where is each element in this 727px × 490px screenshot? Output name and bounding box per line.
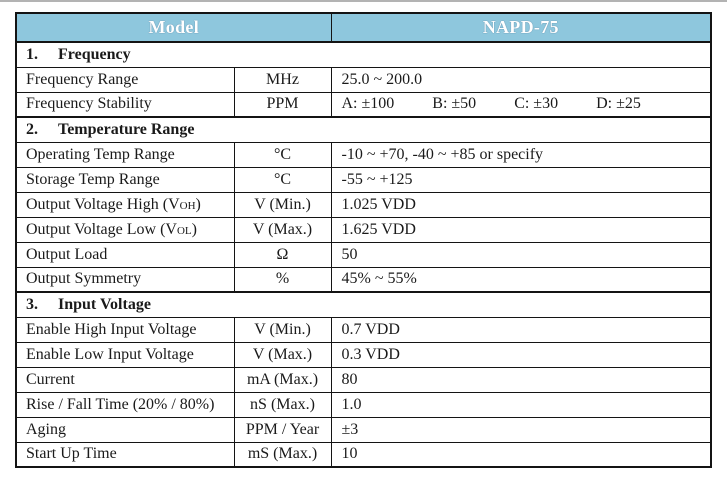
unit-cell: nS (Max.) [233,391,332,418]
unit-cell: °C [233,141,332,168]
param-subscript: OH [179,199,196,212]
value-cell: 45% ~ 55% [330,266,712,293]
param-text: Output Voltage High (V [26,195,180,213]
table-row: Output Voltage High (VOH) V (Min.) 1.025… [15,191,712,218]
section-row-temperature-range: 2. Temperature Range [15,116,712,143]
table-row: Output Voltage Low (VOL) V (Max.) 1.625 … [15,216,712,243]
param-cell: Output Voltage High (VOH) [15,191,235,218]
unit-cell: PPM / Year [233,416,332,443]
grade-option: A: ±100 [341,95,395,113]
section-number: 1. [26,45,38,63]
value-cell: 1.625 VDD [330,216,712,243]
section-title: Temperature Range [58,120,195,138]
param-text: ) [191,220,197,238]
value-cell: 0.3 VDD [330,341,712,368]
model-value-header-cell: NAPD-75 [330,12,712,43]
table-row: Aging PPM / Year ±3 [15,416,712,443]
param-text: ) [195,195,201,213]
unit-cell: mA (Max.) [233,366,332,393]
param-cell: Rise / Fall Time (20% / 80%) [15,391,235,418]
param-cell: Frequency Stability [15,91,235,118]
model-header-cell: Model [15,12,332,43]
section-title-cell: 1. Frequency [15,41,712,68]
unit-cell: V (Max.) [233,341,332,368]
param-subscript: OL [176,224,192,237]
section-title-cell: 2. Temperature Range [15,116,712,143]
param-cell: Output Load [15,241,235,268]
section-title-cell: 3. Input Voltage [15,291,712,318]
table-row: Enable Low Input Voltage V (Max.) 0.3 VD… [15,341,712,368]
value-cell: 1.025 VDD [330,191,712,218]
param-cell: Storage Temp Range [15,166,235,193]
param-cell: Current [15,366,235,393]
table-row: Frequency Range MHz 25.0 ~ 200.0 [15,66,712,93]
table-row: Rise / Fall Time (20% / 80%) nS (Max.) 1… [15,391,712,418]
table-row: Current mA (Max.) 80 [15,366,712,393]
value-cell: -10 ~ +70, -40 ~ +85 or specify [330,141,712,168]
grade-option: C: ±30 [514,95,559,113]
unit-cell: Ω [233,241,332,268]
param-cell: Frequency Range [15,66,235,93]
table-row: Output Load Ω 50 [15,241,712,268]
value-cell: 50 [330,241,712,268]
unit-cell: V (Min.) [233,316,332,343]
param-cell: Operating Temp Range [15,141,235,168]
section-number: 2. [26,120,38,138]
unit-cell: PPM [233,91,332,118]
table-row: Frequency Stability PPM A: ±100 B: ±50 C: … [15,91,712,118]
param-cell: Output Symmetry [15,266,235,293]
unit-cell: V (Min.) [233,191,332,218]
section-row-input-voltage: 3. Input Voltage [15,291,712,318]
value-cell: 0.7 VDD [330,316,712,343]
table-row: Operating Temp Range °C -10 ~ +70, -40 ~… [15,141,712,168]
value-cell: 10 [330,441,712,468]
param-text: Output Voltage Low (V [26,220,177,238]
value-cell: 25.0 ~ 200.0 [330,66,712,93]
table-header-row: Model NAPD-75 [15,12,712,43]
param-cell: Enable High Input Voltage [15,316,235,343]
value-cell: 80 [330,366,712,393]
table-row: Enable High Input Voltage V (Min.) 0.7 V… [15,316,712,343]
grade-option: D: ±25 [596,95,641,113]
param-cell: Enable Low Input Voltage [15,341,235,368]
unit-cell: % [233,266,332,293]
section-row-frequency: 1. Frequency [15,41,712,68]
value-cell: A: ±100 B: ±50 C: ±30 D: ±25 [330,91,712,118]
value-cell: 1.0 [330,391,712,418]
section-title: Frequency [58,45,131,63]
unit-cell: °C [233,166,332,193]
value-cell: -55 ~ +125 [330,166,712,193]
table-row: Output Symmetry % 45% ~ 55% [15,266,712,293]
grade-option: B: ±50 [432,95,477,113]
param-cell: Aging [15,416,235,443]
param-cell: Output Voltage Low (VOL) [15,216,235,243]
value-cell: ±3 [330,416,712,443]
param-cell: Start Up Time [15,441,235,468]
table-row: Storage Temp Range °C -55 ~ +125 [15,166,712,193]
table-row: Start Up Time mS (Max.) 10 [15,441,712,468]
unit-cell: MHz [233,66,332,93]
spec-table: Model NAPD-75 1. Frequency Frequency Rang… [15,12,712,468]
section-number: 3. [26,295,38,313]
page-top-edge [0,0,727,2]
unit-cell: V (Max.) [233,216,332,243]
unit-cell: mS (Max.) [233,441,332,468]
section-title: Input Voltage [58,295,151,313]
